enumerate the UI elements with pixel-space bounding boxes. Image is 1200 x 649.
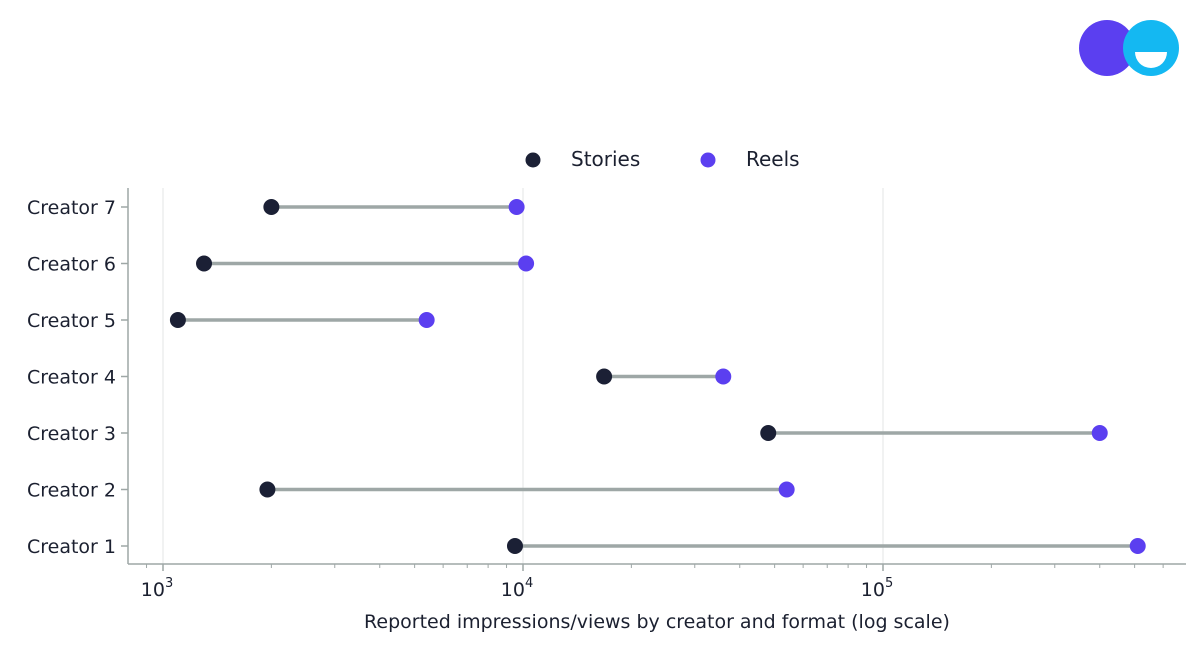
- reels-point: [508, 199, 525, 215]
- reels-point: [418, 312, 435, 328]
- legend-label: Reels: [746, 147, 800, 171]
- y-tick-label: Creator 7: [27, 197, 116, 219]
- logo-smile: [1135, 52, 1167, 68]
- logo-right-circle: [1123, 20, 1179, 76]
- y-tick-label: Creator 2: [27, 480, 116, 502]
- legend-marker: [525, 152, 541, 168]
- reels-point: [1129, 538, 1146, 554]
- legend: Stories Reels: [525, 147, 800, 171]
- reels-point: [715, 368, 732, 385]
- x-tick-label: 104: [501, 576, 533, 601]
- y-tick-label: Creator 5: [27, 310, 116, 332]
- reels-point: [518, 255, 535, 272]
- stories-point: [259, 481, 276, 498]
- x-tick-label: 105: [861, 576, 893, 601]
- grid-lines: [162, 188, 884, 564]
- y-tick-label: Creator 1: [27, 536, 116, 558]
- stories-point: [263, 199, 280, 215]
- reels-point: [1091, 425, 1108, 441]
- y-tick-label: Creator 3: [27, 423, 116, 445]
- stories-point: [506, 538, 523, 554]
- y-tick-label: Creator 6: [27, 254, 116, 276]
- stories-point: [169, 312, 186, 328]
- x-tick-label: 103: [141, 576, 173, 601]
- logo-left-circle: [1079, 20, 1135, 76]
- y-axis-ticks: Creator 1 Creator 2 Creator 3 Creator 4 Crea…: [27, 197, 128, 558]
- legend-label: Stories: [571, 147, 640, 171]
- stories-point: [760, 425, 777, 441]
- stories-point: [596, 368, 613, 385]
- x-axis-title: Reported impressions/views by creator an…: [364, 611, 950, 633]
- reels-point: [778, 481, 795, 498]
- x-axis-ticks: 103 104 105: [141, 564, 1164, 601]
- data-marks: [169, 199, 1146, 554]
- brand-logo: [1079, 20, 1179, 76]
- y-tick-label: Creator 4: [27, 367, 116, 389]
- legend-marker: [700, 152, 716, 168]
- stories-point: [196, 255, 213, 272]
